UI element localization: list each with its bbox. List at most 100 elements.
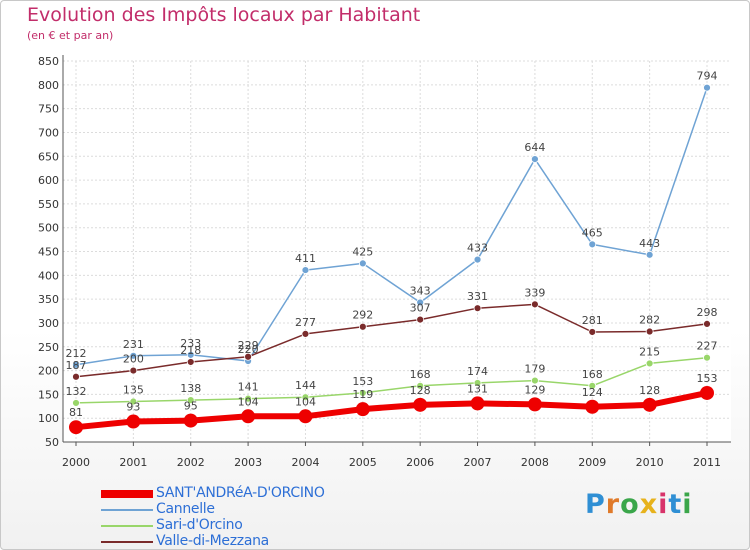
data-label-sant-andr-a-d-orcino: 81 (69, 406, 83, 419)
data-point-sant-andr-a-d-orcino (413, 397, 428, 412)
x-tick-label: 2008 (521, 456, 549, 469)
data-label-sant-andr-a-d-orcino: 119 (352, 388, 373, 401)
chart-title: Evolution des Impôts locaux par Habitant (27, 4, 421, 26)
x-tick-label: 2006 (406, 456, 434, 469)
data-label-cannelle: 212 (66, 347, 87, 360)
data-label-valle-di-mezzana: 281 (582, 314, 603, 327)
series-line-valle-di-mezzana (75, 303, 708, 378)
data-point-sant-andr-a-d-orcino (183, 413, 198, 428)
logo-letter: i (682, 489, 693, 520)
data-point-valle-di-mezzana (301, 329, 310, 338)
data-label-sant-andr-a-d-orcino: 104 (238, 395, 259, 408)
y-tick-label: 650 (38, 150, 59, 163)
data-label-valle-di-mezzana: 200 (123, 353, 144, 366)
series-line-cannelle (75, 86, 708, 366)
data-point-cannelle (588, 240, 597, 249)
proxiti-logo: Proxiti (585, 489, 693, 520)
data-label-sari-d-orcino: 168 (410, 368, 431, 381)
data-point-cannelle (358, 259, 367, 268)
data-label-sant-andr-a-d-orcino: 129 (524, 383, 545, 396)
x-tick-label: 2007 (464, 456, 492, 469)
data-point-sari-d-orcino (129, 397, 138, 406)
data-label-sant-andr-a-d-orcino: 153 (697, 372, 718, 385)
data-point-valle-di-mezzana (358, 322, 367, 331)
data-label-sari-d-orcino: 138 (180, 382, 201, 395)
data-point-sant-andr-a-d-orcino (355, 402, 370, 417)
data-point-sari-d-orcino (72, 399, 80, 407)
data-label-cannelle: 425 (352, 245, 373, 258)
data-label-valle-di-mezzana: 229 (238, 339, 259, 352)
data-label-sant-andr-a-d-orcino: 95 (184, 400, 198, 413)
data-point-cannelle (301, 266, 310, 274)
legend-swatch-valle-di-mezzana (101, 541, 153, 543)
y-tick-label: 200 (38, 365, 59, 378)
x-tick-label: 2003 (234, 456, 262, 469)
data-point-valle-di-mezzana (588, 328, 597, 336)
y-tick-label: 350 (38, 293, 59, 306)
x-tick-label: 2002 (177, 456, 205, 469)
data-label-valle-di-mezzana: 187 (66, 359, 87, 372)
data-point-cannelle (703, 83, 711, 92)
legend-swatch-cannelle (101, 509, 153, 511)
legend-label-sari-dorcino: Sari-d'Orcino (156, 517, 243, 533)
data-point-sant-andr-a-d-orcino (585, 399, 600, 414)
axis-layer: 50 100 150 200 250 300 350 400 450 500 550 600 650 70… (38, 55, 731, 469)
data-point-sant-andr-a-d-orcino (298, 409, 313, 424)
data-label-sari-d-orcino: 132 (66, 385, 87, 398)
data-point-sari-d-orcino (301, 393, 310, 402)
data-point-cannelle (473, 255, 482, 264)
data-label-sant-andr-a-d-orcino: 128 (639, 384, 660, 397)
data-label-sari-d-orcino: 215 (639, 345, 660, 358)
data-point-valle-di-mezzana (416, 315, 425, 324)
logo-letter: i (658, 489, 669, 520)
data-label-cannelle: 644 (524, 141, 545, 154)
y-tick-label: 500 (38, 222, 59, 235)
data-point-sari-d-orcino (645, 359, 654, 368)
data-point-sari-d-orcino (531, 376, 539, 385)
data-label-valle-di-mezzana: 339 (524, 286, 545, 299)
logo-letter: x (639, 489, 659, 520)
data-point-sant-andr-a-d-orcino (527, 397, 542, 412)
data-label-cannelle: 411 (295, 252, 316, 265)
logo-letter: t (668, 489, 683, 520)
data-point-valle-di-mezzana (129, 366, 138, 375)
data-label-cannelle: 343 (410, 284, 431, 297)
x-tick-label: 2009 (578, 456, 606, 469)
data-point-valle-di-mezzana (244, 352, 252, 361)
data-label-sari-d-orcino: 141 (238, 381, 259, 394)
data-point-cannelle (416, 298, 425, 307)
legend-swatch-sari-dorcino (101, 525, 153, 527)
data-label-sant-andr-a-d-orcino: 131 (467, 382, 488, 395)
data-label-sari-d-orcino: 179 (524, 363, 545, 376)
data-point-sant-andr-a-d-orcino (69, 420, 83, 435)
data-point-sari-d-orcino (186, 396, 195, 404)
data-point-cannelle (129, 351, 138, 360)
data-label-cannelle: 220 (238, 343, 259, 356)
data-point-sant-andr-a-d-orcino (700, 385, 714, 400)
legend-label-cannelle: Cannelle (156, 501, 215, 517)
data-point-sari-d-orcino (416, 381, 425, 390)
series-line-sant-andr-a-d-orcino (73, 389, 710, 431)
data-point-valle-di-mezzana (72, 372, 80, 381)
y-tick-label: 150 (38, 388, 59, 401)
x-tick-label: 2005 (349, 456, 377, 469)
data-point-sant-andr-a-d-orcino (126, 414, 141, 429)
y-tick-label: 400 (38, 269, 59, 282)
data-label-layer: 212 231 233 220 411 425 343 433 644 465 443 794 187 2… (66, 70, 718, 420)
y-tick-label: 100 (38, 412, 59, 425)
series-line-sari-d-orcino (75, 356, 708, 404)
data-label-valle-di-mezzana: 277 (295, 316, 316, 329)
y-tick-label: 300 (38, 317, 59, 330)
data-label-cannelle: 231 (123, 338, 144, 351)
data-label-cannelle: 465 (582, 226, 603, 239)
data-label-sant-andr-a-d-orcino: 93 (126, 401, 140, 414)
x-tick-label: 2004 (291, 456, 319, 469)
data-label-cannelle: 233 (180, 337, 201, 350)
y-tick-label: 550 (38, 198, 59, 211)
data-point-valle-di-mezzana (473, 304, 482, 313)
legend-swatch-santandrea (101, 490, 153, 498)
data-point-cannelle (72, 360, 80, 369)
data-label-sari-d-orcino: 153 (352, 375, 373, 388)
